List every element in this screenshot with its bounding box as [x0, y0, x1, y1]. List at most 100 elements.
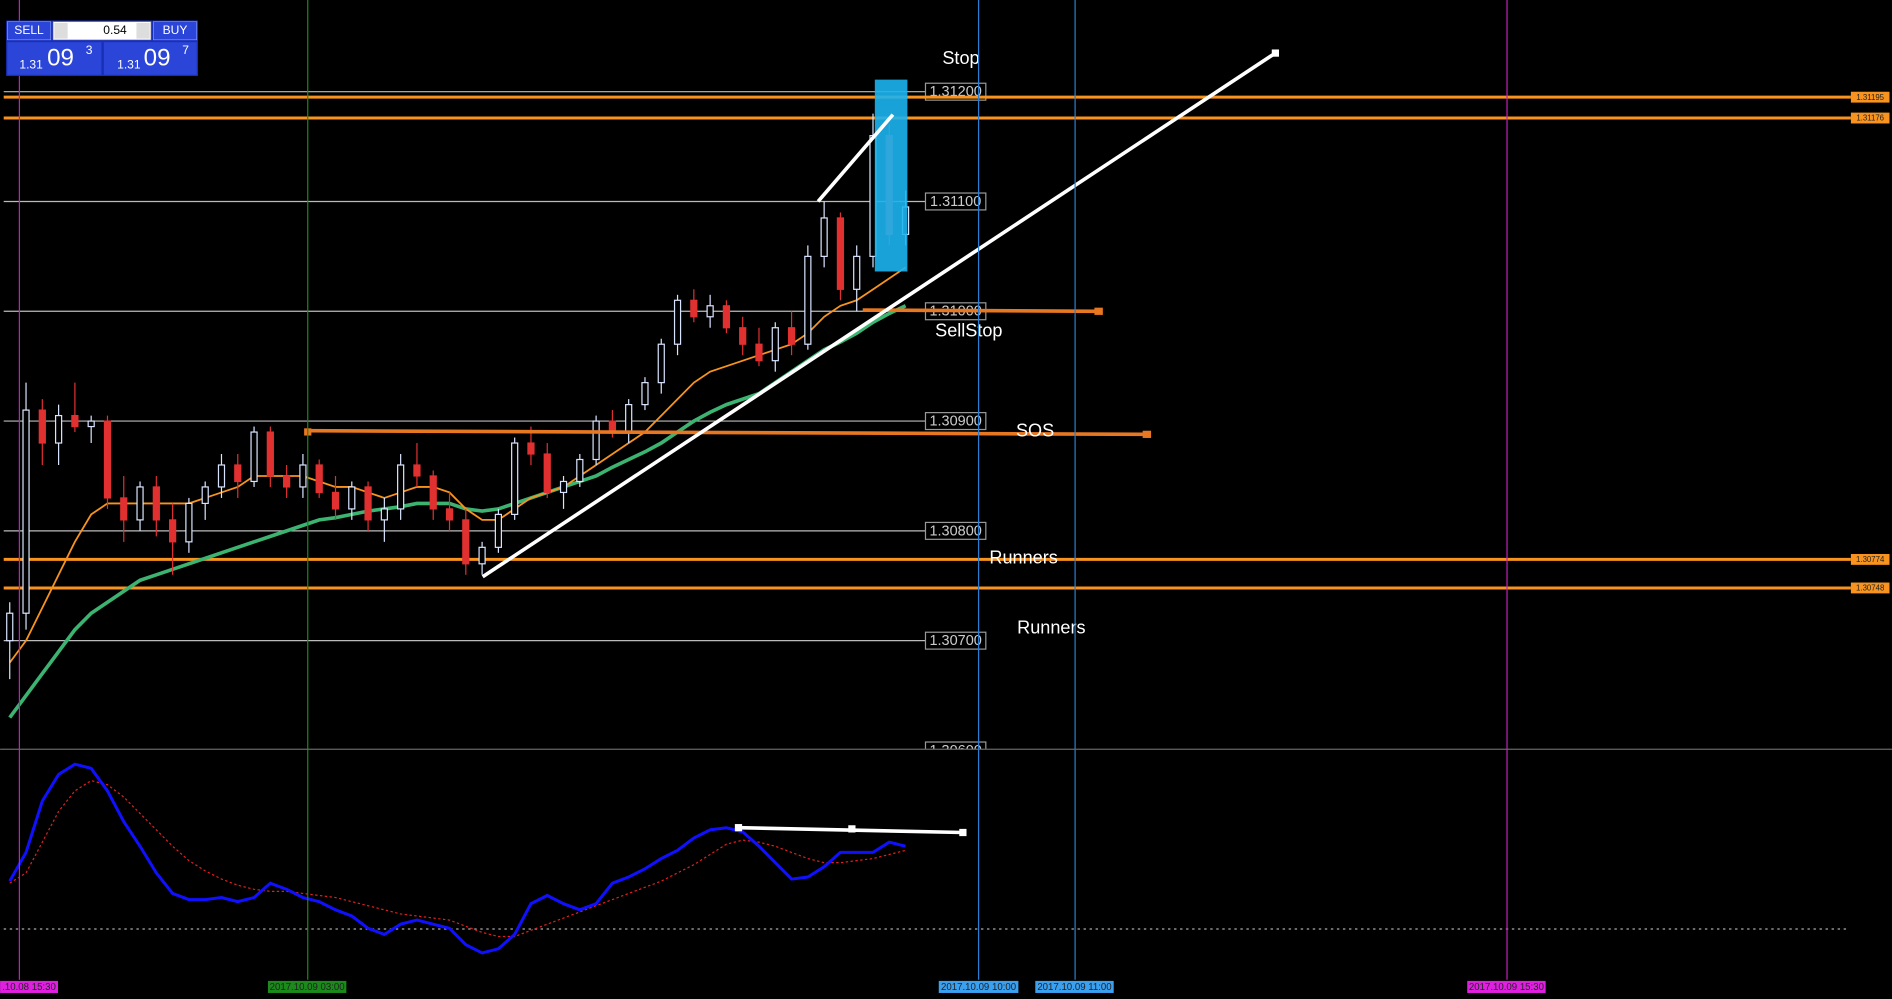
osc-signal	[9, 779, 906, 938]
candle-body	[380, 508, 388, 521]
candle-body	[673, 299, 682, 345]
candle-body	[494, 513, 502, 548]
candle-body	[54, 414, 63, 444]
bid-prefix[interactable]: 1.31	[19, 57, 43, 71]
handle	[1142, 430, 1152, 438]
bid-small[interactable]: 3	[86, 43, 93, 57]
candle-body	[348, 486, 356, 510]
candle-body	[413, 464, 421, 477]
candle-body	[853, 255, 861, 290]
bid-big[interactable]: 09	[47, 44, 74, 71]
candle-body	[527, 442, 535, 455]
one-click-panel: SELL 0.54 BUY 1.31 09 3 1.31 09 7	[6, 20, 198, 77]
handle	[959, 828, 967, 837]
candle-body	[511, 442, 519, 515]
sos-line	[307, 428, 1147, 437]
candle-body	[283, 475, 291, 488]
annotation: Runners	[1017, 617, 1085, 637]
candle-body	[22, 409, 30, 614]
candle-body	[657, 343, 665, 384]
time-tag	[1467, 980, 1546, 993]
candle-body	[87, 420, 95, 428]
time-tag	[267, 980, 347, 993]
osc-main	[8, 762, 906, 955]
candle-body	[38, 409, 46, 444]
time-label: 2017.10.09 11:00	[1037, 982, 1111, 993]
ask-box[interactable]	[103, 42, 197, 75]
candle-body	[625, 403, 633, 433]
level-tag	[1850, 91, 1890, 103]
candle-body	[234, 464, 242, 483]
lot-input[interactable]	[52, 21, 152, 41]
buy-button[interactable]	[153, 21, 198, 41]
candle-body	[331, 491, 340, 510]
level-tag	[1850, 553, 1890, 565]
time-label: .10.08 15:30	[2, 982, 56, 993]
highlight-box	[874, 79, 908, 272]
annotation: Stop	[942, 48, 979, 68]
level-label: 1.31176	[1856, 114, 1884, 123]
candle-body	[576, 458, 584, 483]
annotation: SOS	[1016, 421, 1054, 441]
handle	[848, 825, 856, 833]
candle-body	[429, 475, 437, 510]
candle-body	[722, 305, 731, 329]
time-label: 2017.10.09 10:00	[941, 982, 1016, 993]
sell-button[interactable]	[7, 21, 52, 41]
candle-body	[185, 502, 193, 543]
candle-body	[250, 431, 258, 483]
candle-body	[641, 382, 649, 406]
price-label: 1.31100	[930, 194, 981, 210]
candle-body	[559, 480, 568, 494]
level-label: 1.31195	[1856, 93, 1884, 102]
candle-body	[836, 217, 845, 290]
candle-body	[299, 464, 307, 488]
time-tag	[1035, 980, 1114, 993]
candle-body	[103, 420, 112, 499]
annotation: SellStop	[935, 321, 1002, 341]
candle-body	[201, 486, 209, 505]
ask-prefix[interactable]: 1.31	[117, 57, 141, 71]
ask-big[interactable]: 09	[144, 44, 171, 71]
time-label: 2017.10.09 03:00	[270, 982, 345, 993]
candle-body	[820, 217, 828, 257]
candle-body	[706, 305, 714, 318]
candle-body	[168, 519, 177, 543]
candle-body	[478, 546, 486, 565]
price-label: 1.30600	[929, 743, 981, 759]
time-label: 2017.10.09 15:30	[1469, 982, 1544, 993]
price-label: 1.30700	[929, 633, 981, 649]
sellstop-line	[862, 308, 1099, 314]
lot-up[interactable]	[136, 22, 150, 39]
candle-body	[71, 414, 79, 428]
handle	[1094, 307, 1103, 315]
price-label: 1.30900	[929, 414, 981, 430]
candle-body	[136, 486, 144, 521]
ask-small[interactable]: 7	[182, 43, 189, 57]
price-label-box	[924, 741, 987, 750]
candle-body	[6, 612, 14, 642]
candle-body	[771, 327, 779, 362]
price-label-box	[924, 521, 987, 540]
time-tag	[938, 980, 1019, 993]
sell-label[interactable]: SELL	[14, 23, 44, 37]
buy-label[interactable]: BUY	[163, 23, 188, 37]
candle-body	[755, 343, 763, 362]
price-label: 1.30800	[929, 523, 981, 539]
level-tag	[1850, 582, 1890, 594]
price-label-box	[924, 631, 987, 650]
candle-body	[315, 464, 323, 494]
time-tag	[0, 980, 59, 993]
lot-down[interactable]	[54, 22, 68, 39]
candle-body	[804, 255, 812, 345]
level-label: 1.30774	[1856, 555, 1885, 564]
candle-body	[592, 420, 600, 461]
lot-value[interactable]: 0.54	[103, 23, 127, 37]
price-label-box	[924, 192, 987, 211]
candle-body	[690, 299, 698, 318]
bid-box[interactable]	[7, 42, 102, 75]
handle	[734, 824, 743, 832]
drawn-objects: Stop SellStop SOS Runners Runners	[304, 48, 1279, 837]
